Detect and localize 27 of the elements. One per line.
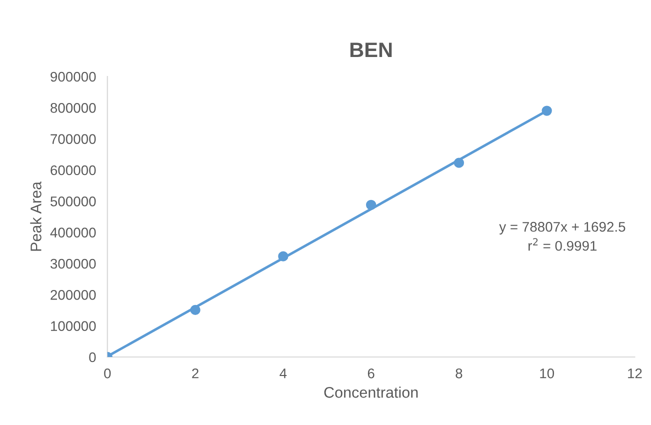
y-tick-label: 700000 <box>50 134 96 144</box>
point <box>542 106 552 116</box>
y-tick-label: 400000 <box>50 228 96 238</box>
x-tick-label: 4 <box>280 368 287 378</box>
y-axis-title: Peak Area <box>30 182 42 251</box>
y-tick-label: 800000 <box>50 103 96 113</box>
x-tick-label: 0 <box>104 368 111 378</box>
point <box>366 200 376 210</box>
y-tick-label: 300000 <box>50 258 96 269</box>
point <box>454 158 464 168</box>
x-tick-label: 6 <box>368 368 374 378</box>
y-tick-label: 900000 <box>50 72 96 82</box>
point <box>190 304 200 316</box>
x-tick-label: 12 <box>628 368 642 378</box>
y-tick-label: 600000 <box>50 165 96 176</box>
x-axis-title: Concentration <box>324 386 418 398</box>
annotation: r$^{2}$ = 0.9991 <box>528 238 597 251</box>
x-tick-label: 8 <box>456 368 462 378</box>
chart-title: BEN <box>350 42 392 58</box>
x-tick-label: 2 <box>192 368 198 378</box>
y-tick-label: 0 <box>89 352 96 362</box>
y-tick-label: 100000 <box>51 321 96 332</box>
y-tick-label: 500000 <box>50 196 96 206</box>
y-tick-label: 200000 <box>50 290 96 300</box>
x-tick-label: 10 <box>540 368 554 378</box>
annotation: y = 78807x + 1692.5 <box>499 222 626 235</box>
point <box>278 251 288 262</box>
